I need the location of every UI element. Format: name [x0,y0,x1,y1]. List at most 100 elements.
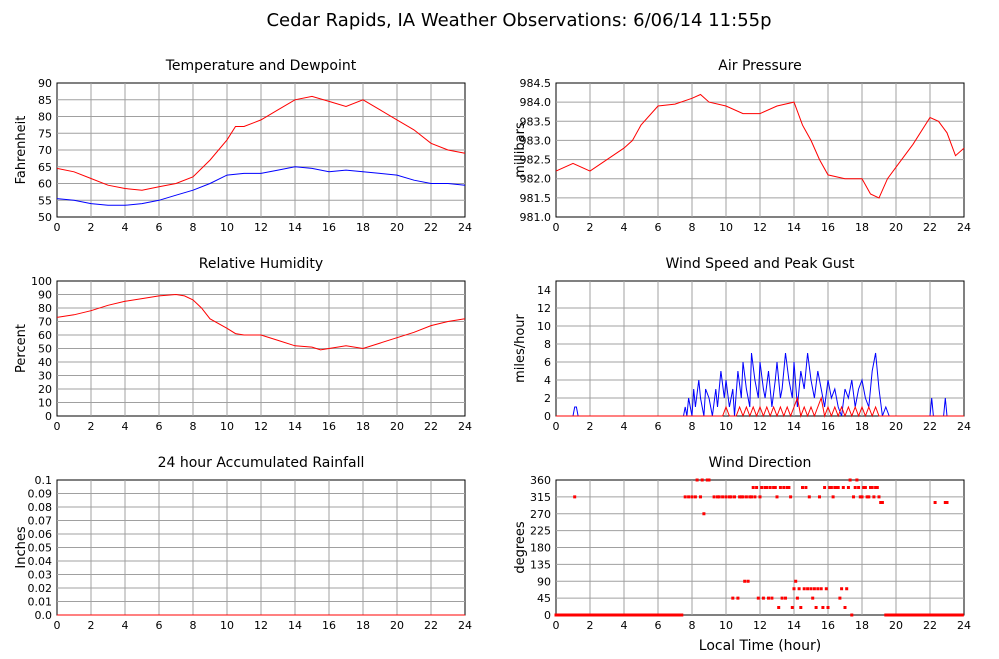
direction-point [651,613,655,617]
direction-y-tick-label: 45 [537,592,551,605]
wind-x-tick-label: 0 [553,420,560,433]
direction-y-tick-label: 225 [530,525,551,538]
humidity-y-tick-label: 70 [38,316,52,329]
direction-point [729,495,733,499]
direction-point [583,613,587,617]
direction-point [717,495,721,499]
rain-x-tick-label: 8 [190,619,197,632]
direction-point [659,613,663,617]
humidity-y-tick-label: 90 [38,289,52,302]
direction-point [835,486,838,489]
rain-x-tick-label: 24 [458,619,472,632]
direction-point [843,606,847,609]
direction-point [675,613,679,617]
rain-y-tick-label: 0.01 [28,596,53,609]
direction-point [943,613,947,617]
direction-point [870,486,874,489]
temp-y-tick-label: 50 [38,211,52,224]
humidity-y-tick-label: 0 [45,410,52,423]
direction-point [761,596,765,600]
direction-point [903,613,906,617]
pressure-chart: 0 2 4 6 8 10 12 14 16 18 20 22 24981.0981.5982.0982.… [513,58,971,234]
direction-point [952,613,956,617]
direction-x-tick-label: 2 [587,619,594,632]
direction-point [636,613,640,617]
wind-x-tick-label: 2 [587,420,594,433]
wind-chart-title: Wind Speed and Peak Gust [666,256,855,272]
direction-point [884,613,888,617]
humidity-x-tick-label: 22 [424,420,438,433]
temp-x-tick-label: 2 [88,221,95,234]
pressure-x-tick-label: 14 [787,221,801,234]
rain-y-tick-label: 0.1 [35,474,53,487]
direction-point [818,495,821,499]
humidity-x-tick-label: 8 [190,420,197,433]
x-axis-label: Local Time (hour) [699,638,821,654]
direction-point [590,613,594,617]
rain-x-tick-label: 16 [322,619,336,632]
direction-y-tick-label: 360 [530,474,551,487]
direction-point [615,613,619,617]
direction-point [738,495,742,499]
direction-point [863,486,867,489]
rain-x-tick-label: 12 [254,619,268,632]
rain-x-tick-label: 22 [424,619,438,632]
wind-x-tick-label: 14 [787,420,801,433]
direction-point [716,495,719,499]
temp-x-tick-label: 6 [156,221,163,234]
direction-point [923,613,927,617]
direction-point [938,613,942,617]
direction-point [566,613,570,617]
pressure-y-tick-label: 983.0 [520,134,552,147]
direction-point [648,613,651,617]
direction-point [585,613,589,617]
direction-point [942,613,946,617]
direction-point [597,613,600,617]
temp-x-tick-label: 12 [254,221,268,234]
temp-y-tick-label: 60 [38,178,52,191]
direction-point [824,587,828,591]
direction-point [627,613,631,617]
wind-y-tick-label: 6 [544,356,551,369]
direction-point [758,495,762,499]
temp-x-tick-label: 8 [190,221,197,234]
humidity-y-axis-label: Percent [14,324,29,373]
direction-point [600,613,604,617]
direction-point [787,486,791,489]
direction-x-tick-label: 10 [719,619,733,632]
direction-point [588,613,592,617]
direction-point [591,613,595,617]
direction-point [819,587,823,591]
humidity-y-tick-label: 20 [38,383,52,396]
direction-point [629,613,633,617]
humidity-x-tick-label: 6 [156,420,163,433]
direction-point [654,613,658,617]
direction-point [857,486,861,489]
humidity-x-tick-label: 12 [254,420,268,433]
pressure-y-tick-label: 984.0 [520,96,552,109]
direction-point [581,613,585,617]
direction-point [955,613,959,617]
direction-point [831,495,835,499]
temp-x-tick-label: 10 [220,221,234,234]
rain-y-tick-label: 0.03 [28,569,53,582]
rain-x-tick-label: 0 [54,619,61,632]
direction-point [568,613,572,617]
humidity-y-tick-label: 50 [38,343,52,356]
pressure-y-tick-label: 982.0 [520,173,552,186]
pressure-y-tick-label: 984.5 [520,77,552,90]
direction-point [775,495,779,499]
direction-point [608,613,612,617]
pressure-x-tick-label: 18 [855,221,869,234]
direction-point [699,495,702,499]
pressure-chart-title: Air Pressure [718,58,801,74]
direction-point [945,613,949,617]
humidity-x-tick-label: 4 [122,420,129,433]
temp-x-tick-label: 22 [424,221,438,234]
direction-point [614,613,617,617]
rain-y-tick-label: 0.04 [28,555,53,568]
direction-point [602,613,606,617]
wind-x-tick-label: 12 [753,420,767,433]
direction-point [755,486,759,489]
